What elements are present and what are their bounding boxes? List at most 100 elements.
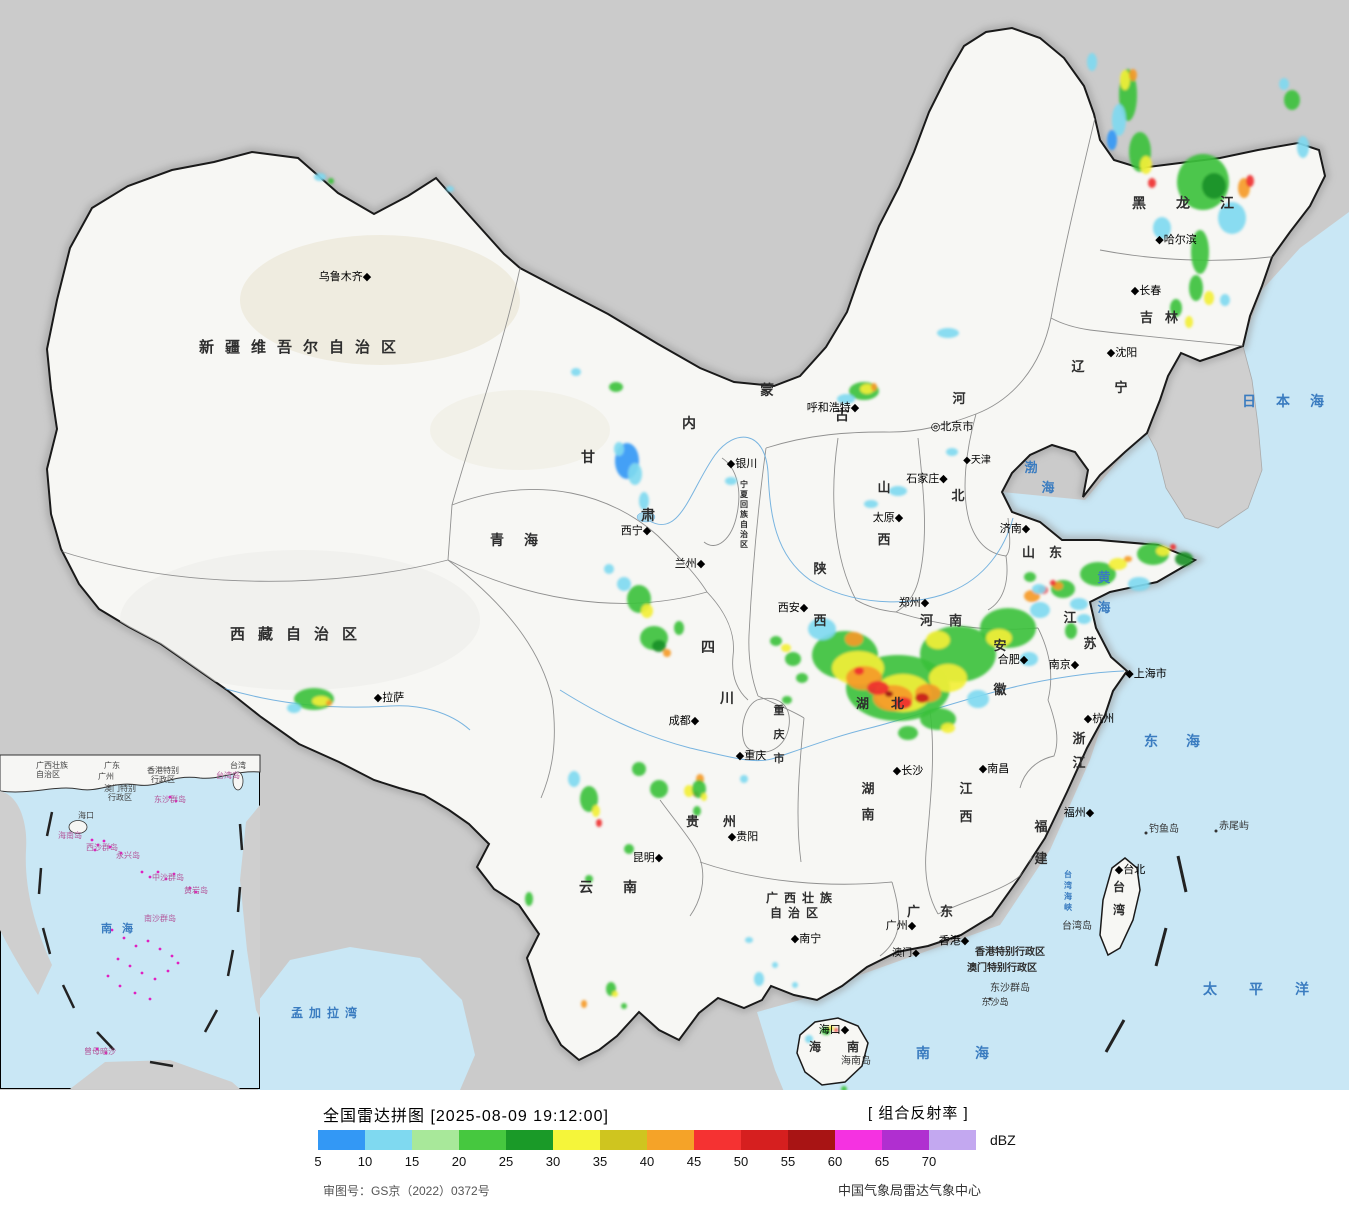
- radar-echo: [837, 394, 855, 404]
- radar-echo: [312, 696, 330, 706]
- legend-value: 40: [639, 1154, 655, 1169]
- radar-echo: [871, 383, 877, 391]
- radar-echo: [604, 564, 614, 574]
- radar-echo: [929, 664, 967, 692]
- radar-echo: [609, 382, 623, 392]
- radar-echo: [772, 962, 778, 968]
- province-label: 安徽: [992, 638, 1007, 697]
- sea-label: 海: [1041, 480, 1054, 495]
- radar-echo: [1109, 558, 1127, 570]
- legend-value: 35: [592, 1154, 608, 1169]
- legend-panel: 全国雷达拼图 [2025-08-09 19:12:00] [ 组合反射率 ] 5…: [0, 1090, 1349, 1208]
- radar-echo: [287, 703, 301, 713]
- radar-echo: [941, 723, 955, 733]
- legend-value: 15: [404, 1154, 420, 1169]
- inset-south-china-coast: [0, 754, 261, 793]
- city-label: ◆贵阳: [728, 830, 758, 843]
- city-label: 西安◆: [778, 600, 809, 614]
- radar-echo: [596, 819, 602, 827]
- legend-value: 50: [733, 1154, 749, 1169]
- radar-echo: [1191, 230, 1209, 274]
- city-label: ◎北京市: [931, 419, 974, 433]
- radar-echo: [614, 442, 624, 456]
- radar-echo: [805, 1035, 813, 1043]
- city-label: ◆南昌: [979, 762, 1009, 775]
- south-china-sea-inset: [0, 754, 261, 1089]
- radar-echo: [663, 649, 671, 657]
- sea-label: 孟加拉湾: [291, 1005, 363, 1020]
- radar-echo: [585, 875, 593, 883]
- radar-echo: [1077, 614, 1091, 624]
- terrain-shading: [120, 235, 610, 690]
- island-label: 赤尾屿: [1219, 820, 1249, 832]
- radar-echo: [845, 632, 863, 646]
- radar-echo: [1140, 156, 1152, 174]
- island-label: 海南岛: [841, 1054, 871, 1067]
- radar-echo: [1032, 584, 1046, 594]
- radar-echo: [1170, 544, 1176, 550]
- province-label: 山西: [877, 480, 890, 547]
- province-label: 河: [952, 391, 965, 406]
- province-label: 澳门特别行政区: [967, 961, 1037, 974]
- inset-hainan: [68, 820, 88, 834]
- province-label: 自治区: [770, 905, 824, 920]
- radar-echo: [684, 785, 694, 797]
- radar-echo: [885, 691, 893, 697]
- legend-cell-55: [788, 1130, 835, 1150]
- city-label: 成都◆: [669, 714, 700, 727]
- radar-echo: [792, 982, 798, 988]
- city-label: ◆台北: [1115, 862, 1145, 876]
- radar-echo: [525, 892, 533, 906]
- province-label: 北: [951, 488, 964, 503]
- sea-label: 东海: [1144, 733, 1228, 749]
- city-label: ◆长春: [1131, 284, 1161, 297]
- radar-echo: [1148, 178, 1156, 188]
- radar-echo: [867, 681, 889, 695]
- legend-cell-50: [741, 1130, 788, 1150]
- province-label: 湖南: [861, 781, 874, 822]
- city-label: 乌鲁木齐◆: [319, 269, 372, 283]
- inset-label: 广州: [98, 771, 114, 781]
- province-label: 辽: [1071, 359, 1085, 374]
- radar-echo: [571, 368, 581, 376]
- radar-echo: [1189, 275, 1203, 301]
- radar-echo: [926, 631, 950, 649]
- radar-echo: [1153, 217, 1171, 239]
- radar-echo: [1297, 136, 1309, 158]
- city-label: 昆明◆: [633, 851, 664, 864]
- inset-label: 永兴岛: [116, 850, 140, 860]
- inset-label: 台湾: [230, 760, 246, 770]
- dbz-unit: dBZ: [990, 1132, 1016, 1148]
- radar-echo: [1156, 546, 1170, 556]
- radar-echo: [1112, 104, 1126, 136]
- legend-value: 60: [827, 1154, 843, 1169]
- inset-philippines: [240, 805, 260, 1018]
- radar-echo: [1050, 580, 1056, 586]
- city-label: ◆南宁: [791, 931, 821, 945]
- radar-echo: [446, 186, 454, 192]
- province-label: 宁: [1114, 380, 1127, 395]
- radar-echo: [770, 636, 782, 646]
- sea-label: 太平洋: [1203, 981, 1341, 997]
- city-label: 济南◆: [1000, 521, 1031, 535]
- legend-value: 55: [780, 1154, 796, 1169]
- radar-echo: [692, 780, 706, 798]
- province-label: 四: [701, 639, 715, 655]
- province-label: 西藏自治区: [230, 625, 370, 643]
- inset-label: 台湾岛: [216, 770, 240, 780]
- island-dots: [988, 829, 1218, 1001]
- radar-echo: [889, 486, 907, 496]
- sea-label: 黄: [1097, 570, 1110, 585]
- city-label: 广州◆: [886, 919, 917, 932]
- city-label: 石家庄◆: [906, 471, 948, 485]
- city-label: 海口◆: [819, 1022, 850, 1036]
- province-label: 广东: [907, 904, 973, 919]
- city-label: ◆长沙: [893, 764, 923, 777]
- radar-echo: [650, 780, 668, 798]
- province-label: 苏: [1083, 636, 1096, 651]
- island-label: 台湾岛: [1062, 919, 1092, 932]
- legend-value: 30: [545, 1154, 561, 1169]
- qinghai-lake: [636, 511, 656, 523]
- province-label: 肃: [641, 507, 655, 523]
